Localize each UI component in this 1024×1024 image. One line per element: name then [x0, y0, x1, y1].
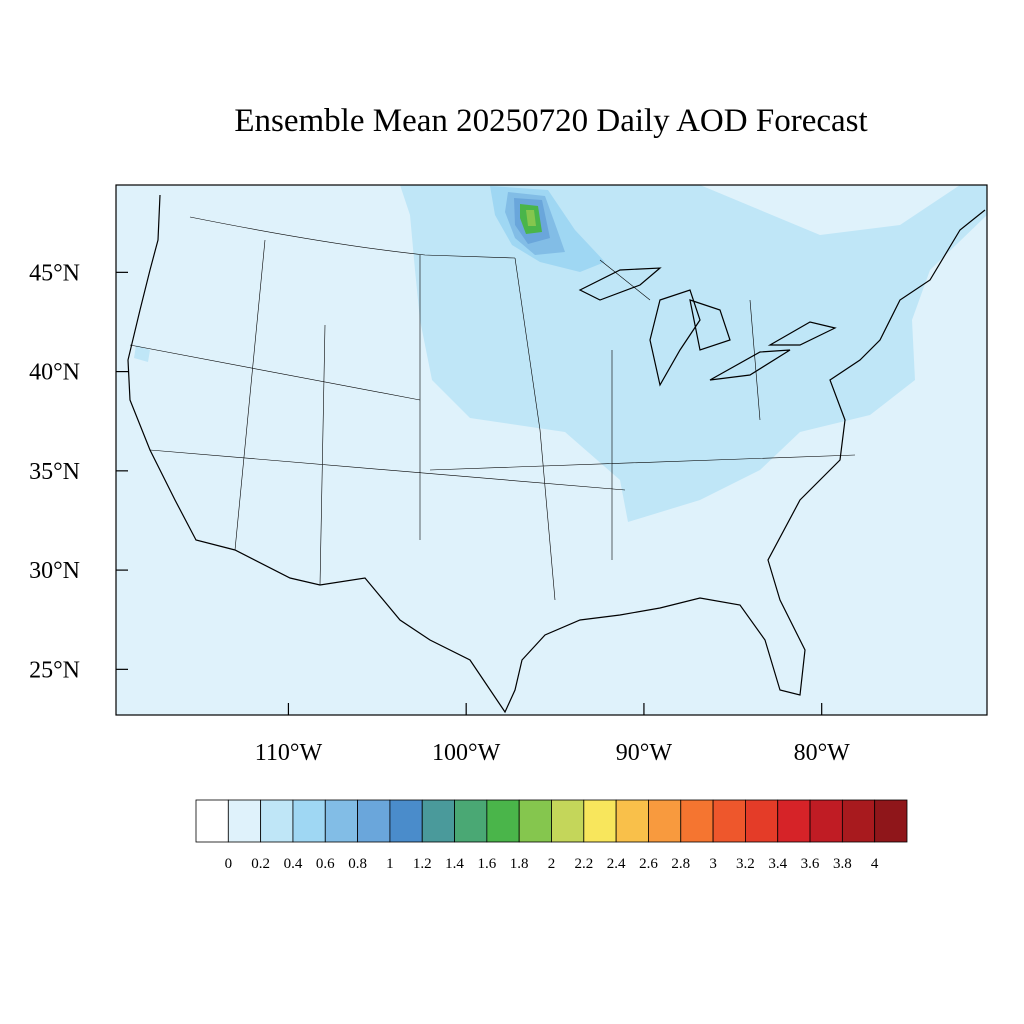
colorbar-box: [324, 799, 358, 843]
x-tick-label: 90°W: [616, 740, 673, 766]
coastline: [127, 194, 986, 714]
colorbar-box: [777, 799, 811, 843]
colorbar-label: 2.8: [671, 856, 690, 872]
colorbar-label: 1.6: [477, 856, 496, 872]
x-tick-label: 110°W: [255, 740, 323, 766]
colorbar-box: [518, 799, 552, 843]
colorbar-label: 3.8: [833, 856, 852, 872]
colorbar-box: [292, 799, 326, 843]
colorbar-label: 1.4: [445, 856, 464, 872]
colorbar-label: 0: [225, 856, 233, 872]
colorbar-label: 0.6: [316, 856, 335, 872]
state-border: [129, 216, 856, 601]
colorbar-box: [874, 799, 908, 843]
map-title: Ensemble Mean 20250720 Daily AOD Forecas…: [234, 103, 867, 139]
y-tick-label: 30°N: [29, 558, 80, 584]
colorbar-box: [486, 799, 520, 843]
y-tick-label: 25°N: [29, 657, 80, 683]
colorbar-label: 3.4: [768, 856, 787, 872]
y-tick-label: 40°N: [29, 360, 80, 386]
colorbar-box: [260, 799, 294, 843]
map-area: [116, 185, 987, 715]
colorbar-label: 1: [386, 856, 394, 872]
colorbar-label: 4: [871, 856, 879, 872]
colorbar-box: [195, 799, 229, 843]
colorbar-box: [389, 799, 423, 843]
colorbar-box: [648, 799, 682, 843]
colorbar-label: 0.4: [284, 856, 303, 872]
colorbar-label: 3.6: [801, 856, 820, 872]
colorbar-label: 2: [548, 856, 556, 872]
field-region: [134, 345, 150, 362]
great-lakes: [578, 267, 837, 387]
colorbar-box: [227, 799, 262, 843]
colorbar-box: [551, 799, 585, 843]
colorbar-label: 3.2: [736, 856, 755, 872]
colorbar-box: [745, 799, 779, 843]
colorbar-label: 2.6: [639, 856, 658, 872]
x-tick-label: 100°W: [432, 740, 501, 766]
colorbar-label: 0.2: [251, 856, 270, 872]
colorbar-box: [680, 799, 714, 843]
colorbar-box: [583, 799, 617, 843]
map-frame: [115, 184, 988, 716]
colorbar-label: 2.4: [607, 856, 626, 872]
colorbar-box: [357, 799, 391, 843]
y-tick-label: 35°N: [29, 459, 80, 485]
colorbar-box: [454, 799, 488, 843]
colorbar-label: 1.2: [413, 856, 432, 872]
field-region: [526, 210, 536, 226]
colorbar-box: [841, 799, 876, 843]
colorbar-label: 2.2: [574, 856, 593, 872]
x-tick-label: 80°W: [794, 740, 851, 766]
field-region: [400, 185, 987, 522]
colorbar-label: 1.8: [510, 856, 529, 872]
colorbar-box: [712, 799, 746, 843]
colorbar-box: [615, 799, 649, 843]
colorbar-box: [421, 799, 455, 843]
y-tick-label: 45°N: [29, 260, 80, 286]
colorbar-label: 3: [709, 856, 717, 872]
colorbar-label: 0.8: [348, 856, 367, 872]
colorbar-box: [809, 799, 843, 843]
